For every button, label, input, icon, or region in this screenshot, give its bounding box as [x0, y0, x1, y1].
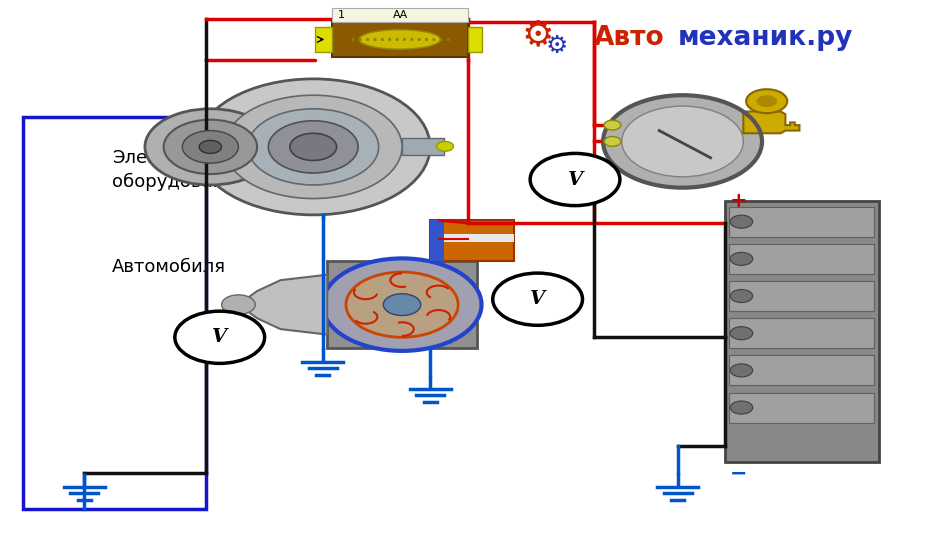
Circle shape [182, 131, 238, 163]
Bar [430, 220, 444, 261]
Circle shape [222, 295, 255, 314]
Circle shape [493, 273, 583, 325]
Text: V: V [530, 290, 545, 308]
Bar [729, 318, 874, 348]
Bar [729, 244, 874, 274]
Circle shape [145, 109, 276, 185]
Bar [332, 8, 468, 22]
Circle shape [730, 364, 753, 377]
Text: Авто: Авто [594, 25, 665, 51]
Circle shape [248, 109, 379, 185]
Bar [430, 220, 514, 261]
Circle shape [746, 89, 787, 113]
Polygon shape [238, 275, 327, 335]
Polygon shape [743, 112, 799, 133]
Text: Электро: Электро [112, 149, 191, 167]
Circle shape [622, 106, 743, 177]
Circle shape [437, 141, 453, 151]
Text: Автомобиля: Автомобиля [112, 257, 226, 276]
Bar [725, 201, 879, 462]
Circle shape [730, 289, 753, 302]
Text: АА: АА [393, 10, 408, 20]
Bar [23, 117, 206, 509]
Circle shape [530, 153, 620, 206]
Bar [468, 27, 482, 52]
Circle shape [199, 140, 222, 153]
Text: механик.ру: механик.ру [678, 25, 854, 51]
Circle shape [383, 294, 421, 316]
Ellipse shape [359, 30, 440, 49]
Text: V: V [212, 328, 227, 347]
Circle shape [756, 95, 777, 107]
Bar [729, 355, 874, 385]
Circle shape [604, 137, 621, 146]
Circle shape [603, 95, 762, 188]
Circle shape [224, 95, 402, 199]
Circle shape [730, 326, 753, 339]
Bar [729, 393, 874, 423]
Text: 1: 1 [338, 10, 345, 20]
Circle shape [730, 215, 753, 228]
Circle shape [323, 258, 482, 351]
Text: ⚙: ⚙ [522, 18, 554, 52]
Circle shape [346, 272, 458, 337]
Text: +: + [730, 191, 747, 211]
Bar [729, 281, 874, 311]
Text: −: − [730, 463, 747, 483]
Circle shape [196, 79, 430, 215]
Circle shape [730, 252, 753, 265]
Text: оборудование: оборудование [112, 173, 248, 191]
Bar [729, 207, 874, 237]
Circle shape [604, 120, 621, 130]
Bar [332, 22, 468, 57]
Bar [315, 27, 332, 52]
Circle shape [290, 133, 337, 160]
Bar [327, 261, 477, 348]
Bar [402, 138, 444, 155]
Bar [430, 234, 514, 242]
Text: ⚙: ⚙ [545, 34, 568, 58]
Text: V: V [568, 170, 583, 189]
Circle shape [164, 120, 257, 174]
Circle shape [268, 121, 358, 173]
Circle shape [730, 401, 753, 414]
Circle shape [175, 311, 265, 363]
